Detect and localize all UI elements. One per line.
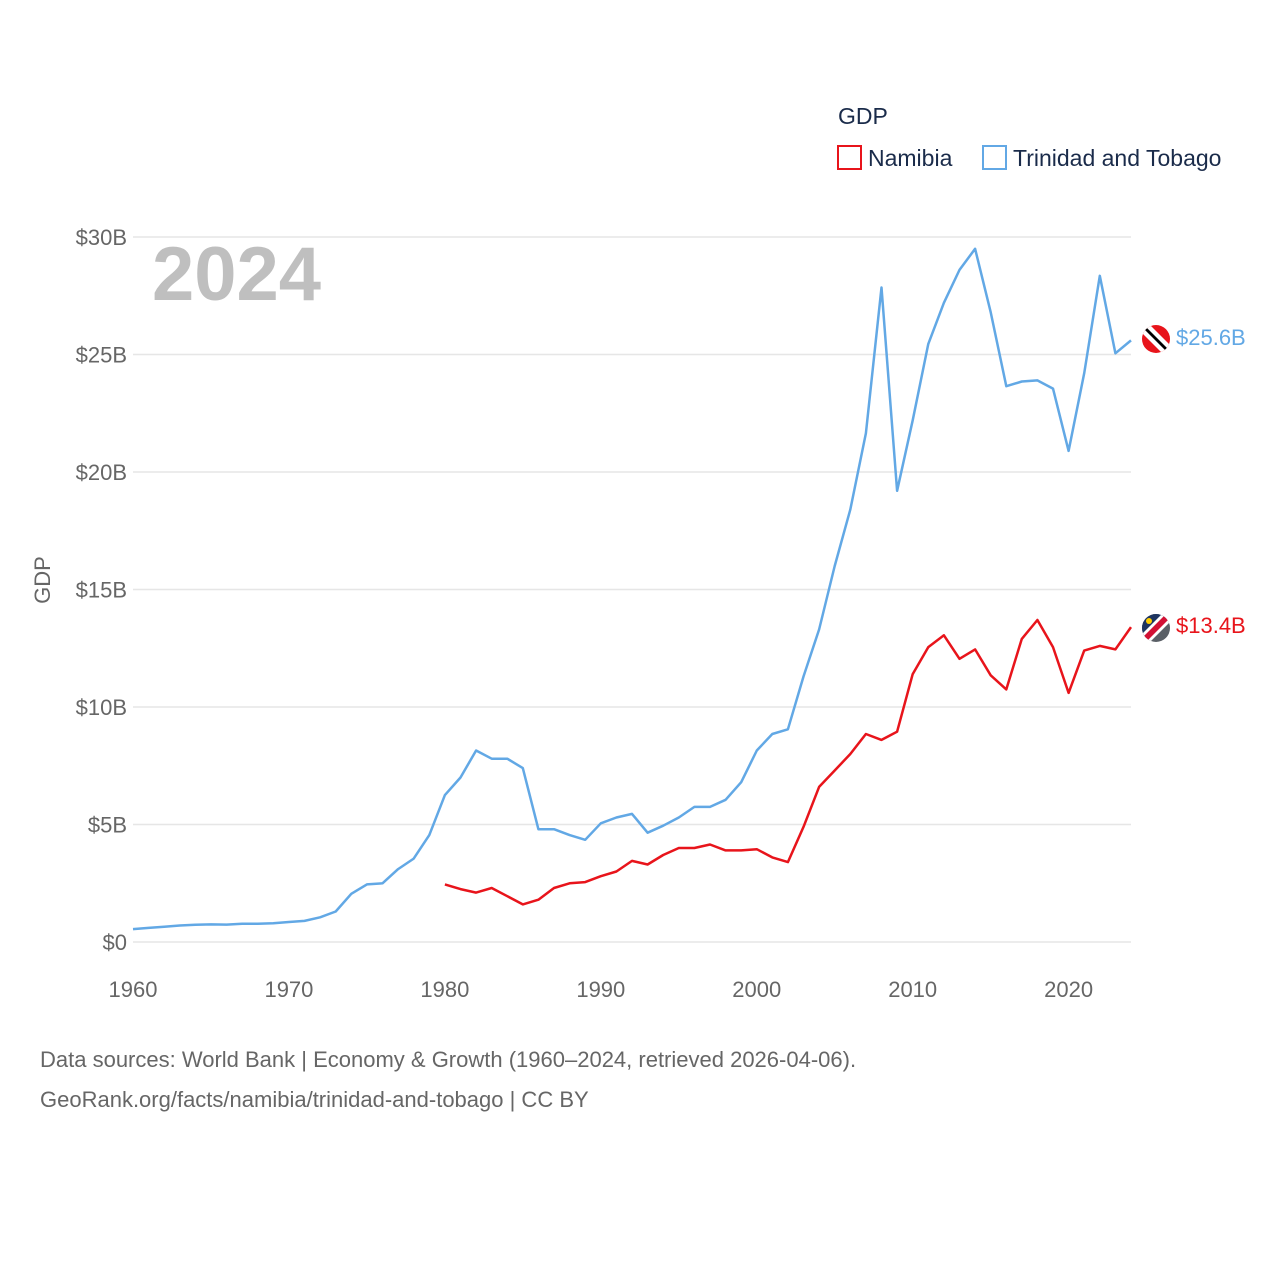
x-tick-label: 2000 bbox=[732, 977, 781, 1002]
x-tick-label: 1960 bbox=[109, 977, 158, 1002]
x-tick-label: 1990 bbox=[576, 977, 625, 1002]
y-tick-label: $15B bbox=[76, 578, 127, 603]
legend-swatch-namibia[interactable] bbox=[837, 145, 862, 170]
x-tick-label: 2010 bbox=[888, 977, 937, 1002]
namibia-flag-icon bbox=[1142, 614, 1170, 642]
y-axis-label: GDP bbox=[30, 556, 55, 604]
data-source-note: Data sources: World Bank | Economy & Gro… bbox=[40, 1047, 857, 1072]
gridlines bbox=[133, 236, 1131, 943]
y-axis-ticks: $0 $5B $10B $15B $20B $25B $30B bbox=[76, 225, 127, 955]
current-year-label: 2024 bbox=[152, 232, 321, 317]
series-lines bbox=[132, 247, 1133, 931]
y-tick-label: $25B bbox=[76, 343, 127, 368]
end-value-label-namibia: $13.4B bbox=[1176, 613, 1246, 638]
x-tick-label: 2020 bbox=[1044, 977, 1093, 1002]
y-tick-label: $5B bbox=[88, 813, 127, 838]
x-tick-label: 1970 bbox=[264, 977, 313, 1002]
y-tick-label: $10B bbox=[76, 695, 127, 720]
y-tick-label: $20B bbox=[76, 460, 127, 485]
gdp-line-chart: GDP Namibia Trinidad and Tobago GDP $0 $5… bbox=[30, 103, 1246, 1002]
source-url-license: GeoRank.org/facts/namibia/trinidad-and-t… bbox=[40, 1087, 589, 1112]
x-axis-ticks: 1960 1970 1980 1990 2000 2010 2020 bbox=[109, 977, 1094, 1002]
trinidad-flag-icon bbox=[1142, 325, 1170, 353]
series-line-trinidad-and-tobago[interactable] bbox=[132, 247, 1132, 931]
legend-title: GDP bbox=[838, 103, 888, 129]
y-tick-label: $30B bbox=[76, 225, 127, 250]
x-tick-label: 1980 bbox=[420, 977, 469, 1002]
end-value-label-trinidad: $25.6B bbox=[1176, 325, 1246, 350]
legend-label-namibia[interactable]: Namibia bbox=[868, 145, 953, 171]
legend-swatch-trinidad[interactable] bbox=[982, 145, 1007, 170]
y-tick-label: $0 bbox=[103, 930, 127, 955]
series-line-namibia[interactable] bbox=[444, 618, 1133, 906]
legend-label-trinidad[interactable]: Trinidad and Tobago bbox=[1013, 145, 1221, 171]
